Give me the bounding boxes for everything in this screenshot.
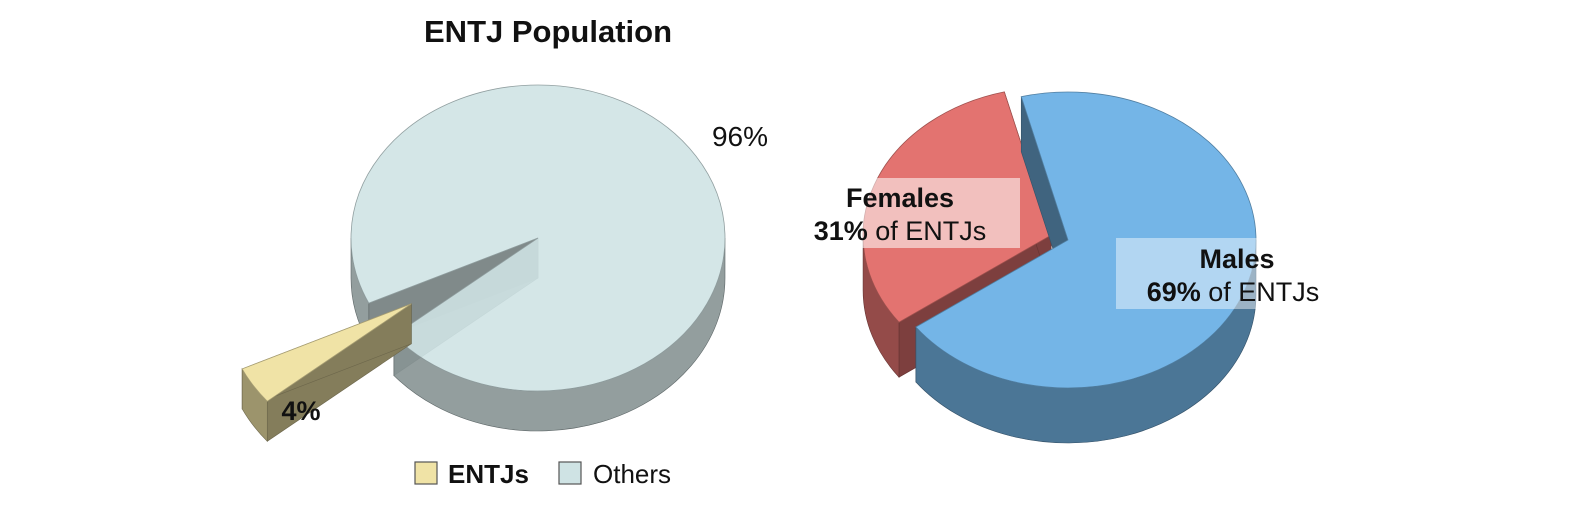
label-females: Females 31% of ENTJs (780, 178, 1020, 248)
chart-title: ENTJ Population (424, 14, 672, 49)
legend-swatch-entjs (414, 461, 438, 485)
slice-entjs (241, 303, 412, 443)
slice-others-top (350, 84, 726, 392)
legend-label-entjs: ENTJs (448, 459, 529, 489)
legend-label-others: Others (593, 459, 671, 489)
label-females-value: 31% of ENTJs (814, 216, 987, 246)
label-males-percent: 69% (1147, 277, 1201, 307)
legend: ENTJs Others (414, 459, 671, 489)
pie-population (241, 84, 726, 443)
label-box-males (1116, 238, 1356, 309)
slice-males (915, 91, 1257, 444)
label-females-suffix: of ENTJs (875, 216, 986, 246)
pie-gender (862, 91, 1257, 444)
legend-swatch-others (558, 461, 582, 485)
label-males-name: Males (1199, 244, 1274, 274)
label-box-females (780, 178, 1020, 248)
slice-others (350, 84, 726, 432)
label-females-percent: 31% (814, 216, 868, 246)
slice-entjs-top (241, 303, 412, 402)
label-males-suffix: of ENTJs (1208, 277, 1319, 307)
data-label-entjs: 4% (281, 396, 320, 426)
slice-males-top (915, 91, 1257, 389)
data-label-others: 96% (712, 121, 768, 152)
label-males-value: 69% of ENTJs (1147, 277, 1320, 307)
label-females-name: Females (846, 183, 954, 213)
label-males: Males 69% of ENTJs (1116, 238, 1356, 309)
